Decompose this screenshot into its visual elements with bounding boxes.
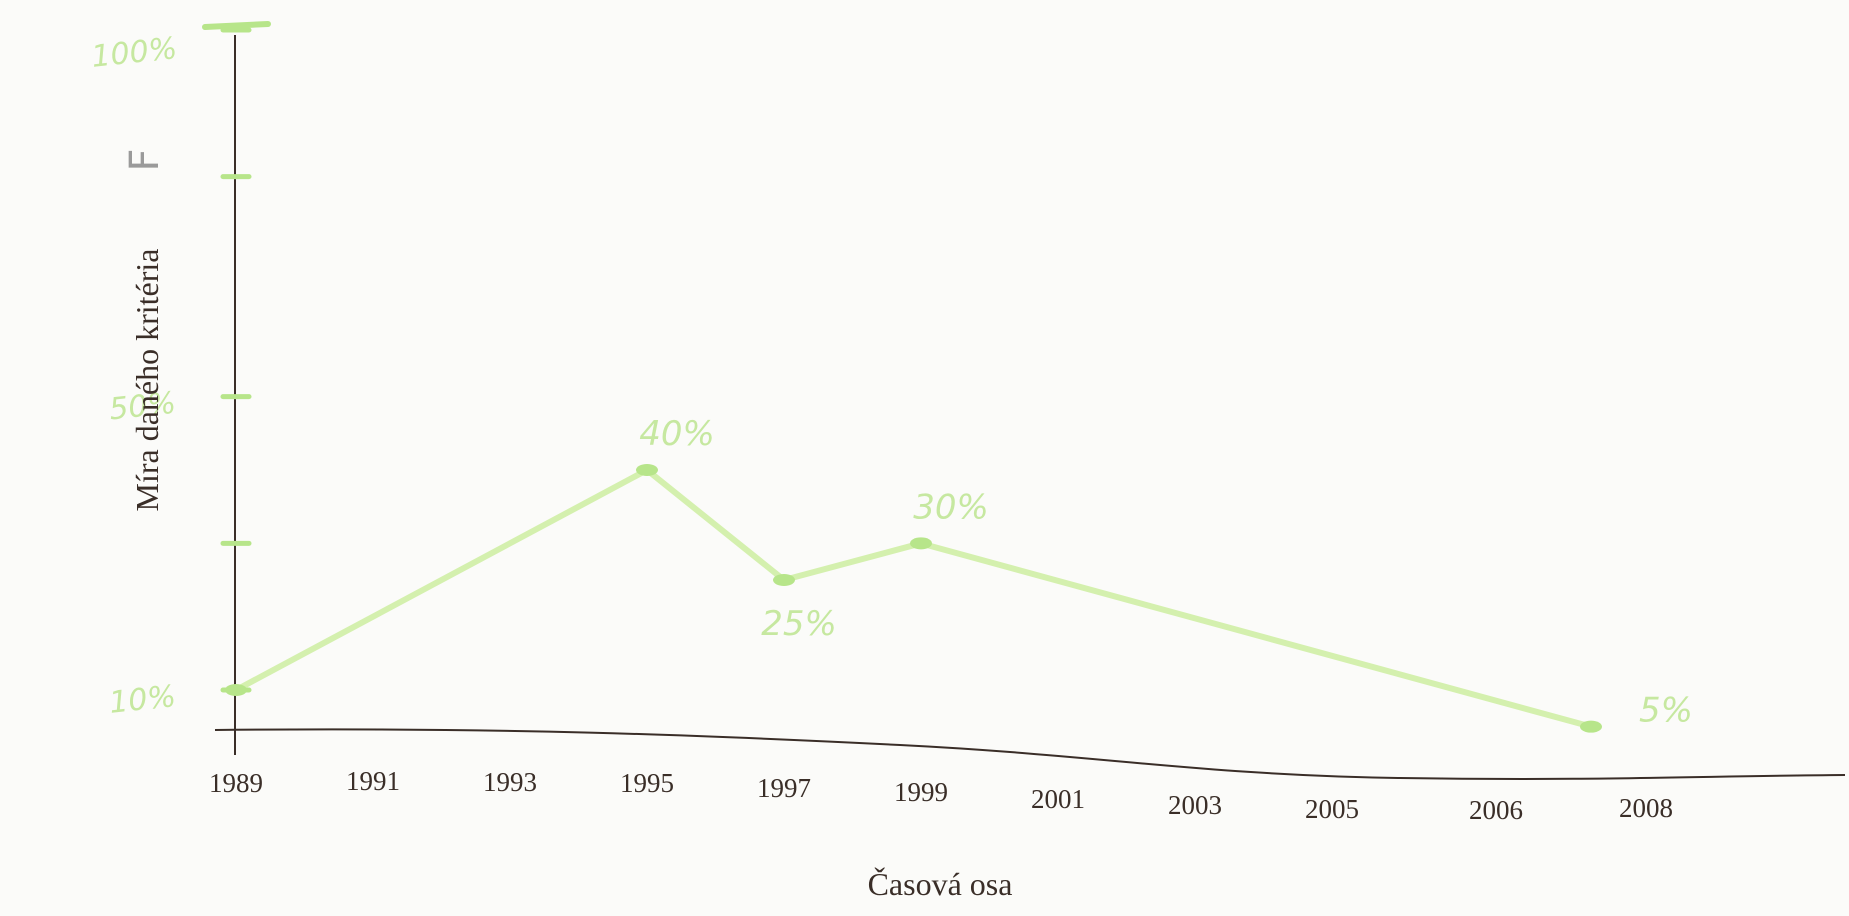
y-axis-top-marker xyxy=(202,21,271,30)
data-point xyxy=(225,684,247,696)
y-axis-title: Míra daného kritéria xyxy=(129,249,165,512)
x-tick-label: 2008 xyxy=(1619,793,1673,823)
x-tick-label: 2006 xyxy=(1469,795,1523,825)
x-tick-label: 1995 xyxy=(620,768,674,798)
data-point xyxy=(773,574,795,586)
data-label: 30% xyxy=(913,487,989,527)
corner-mark: F xyxy=(122,148,168,171)
x-tick-label: 1999 xyxy=(894,777,948,807)
data-point xyxy=(1580,720,1602,733)
data-point xyxy=(636,464,658,476)
data-label: 5% xyxy=(1639,691,1693,731)
x-tick-label: 2001 xyxy=(1031,784,1085,814)
data-label: 25% xyxy=(761,604,837,644)
data-point xyxy=(910,537,932,550)
x-tick-label: 1993 xyxy=(483,767,537,797)
y-tick-label: 50% xyxy=(108,386,178,428)
series: 40% 25% 30% 5% xyxy=(225,414,1693,733)
x-tick-label: 1989 xyxy=(209,768,263,798)
x-axis xyxy=(214,728,1846,780)
x-tick-label: 2005 xyxy=(1305,794,1359,824)
x-tick-label: 1991 xyxy=(346,766,400,796)
x-axis-title: Časová osa xyxy=(868,866,1013,902)
y-ticks: 100% 50% 10% xyxy=(90,27,252,721)
y-tick-label: 10% xyxy=(108,679,178,721)
data-label: 40% xyxy=(639,414,715,454)
y-tick-label: 100% xyxy=(90,31,179,75)
x-tick-label: 1997 xyxy=(757,773,811,803)
x-tick-label: 2003 xyxy=(1168,790,1222,820)
x-ticks: 1989 1991 1993 1995 1997 1999 2001 2003 2005 2006… xyxy=(209,766,1673,825)
